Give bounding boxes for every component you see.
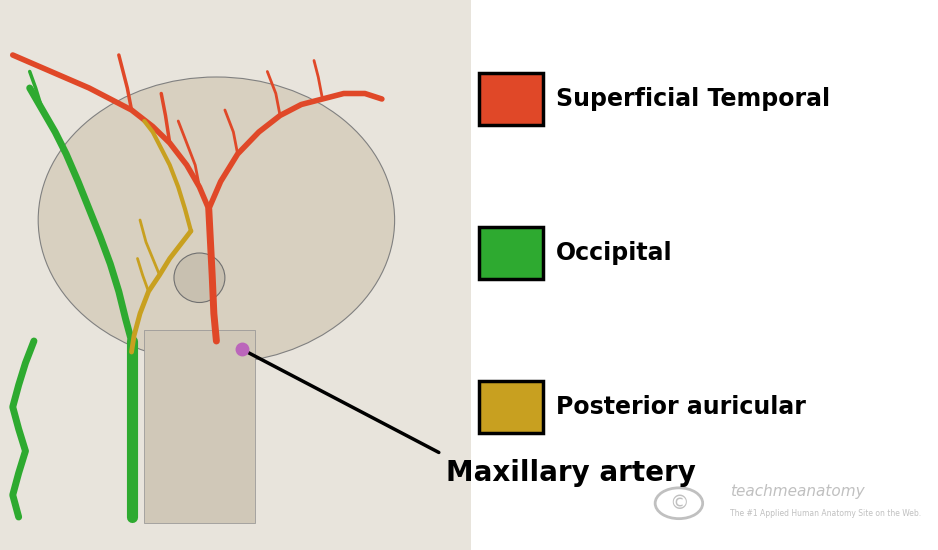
Bar [144,330,254,522]
Bar [479,227,543,279]
Text: Superficial Temporal: Superficial Temporal [556,87,830,111]
Text: Maxillary artery: Maxillary artery [446,459,695,487]
Bar [0,0,471,550]
Ellipse shape [174,253,225,302]
Text: Posterior auricular: Posterior auricular [556,395,806,419]
Text: ©: © [669,494,688,513]
Text: Occipital: Occipital [556,241,673,265]
Text: teachmeanatomy: teachmeanatomy [730,483,865,499]
Ellipse shape [38,77,395,363]
Bar [479,73,543,125]
Bar [479,381,543,433]
Text: The #1 Applied Human Anatomy Site on the Web.: The #1 Applied Human Anatomy Site on the… [730,509,921,518]
